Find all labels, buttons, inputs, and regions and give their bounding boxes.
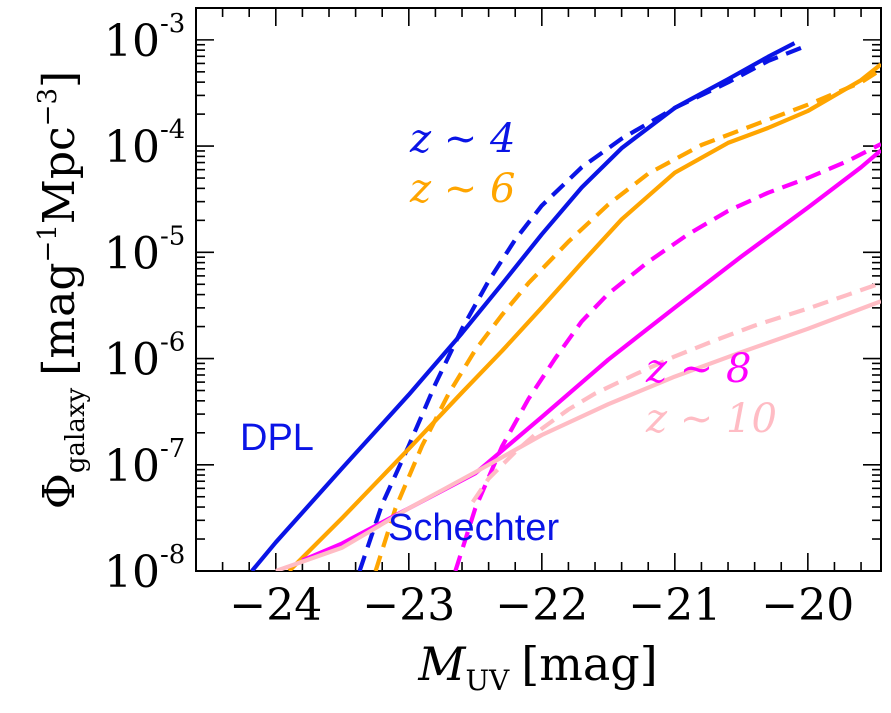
series-line-z-4-dpl: [250, 41, 796, 571]
axis-ticks: [195, 8, 881, 572]
series-line-z-6-dpl: [287, 62, 881, 571]
y-tick-label: 10-7: [104, 434, 185, 492]
y-axis-unit-prefix: [mag: [34, 263, 85, 376]
y-tick-label: 10-5: [104, 221, 185, 279]
x-tick-label: −22: [495, 580, 588, 631]
x-tick-label: −20: [761, 580, 854, 631]
y-tick-label: 10-8: [104, 540, 185, 598]
x-axis-subscript: UV: [465, 664, 510, 697]
series-line-z-4-schechter: [357, 43, 809, 571]
y-axis-symbol: Φ: [34, 473, 85, 509]
series-line-z-10-schechter: [470, 281, 881, 504]
x-axis-title: MUV [mag]: [417, 637, 657, 697]
y-axis-subscript: galaxy: [61, 387, 91, 473]
y-axis-title: Φgalaxy [mag−1Mpc−3]: [33, 71, 91, 509]
series-line-z-8-dpl: [301, 148, 881, 563]
annotation-z4: z ~ 4: [409, 116, 515, 162]
y-axis-unit-mid: Mpc: [34, 126, 85, 224]
x-tick-label: −24: [229, 580, 322, 631]
x-tick-label: −23: [362, 580, 455, 631]
annotation-schechter: Schechter: [388, 507, 559, 549]
x-axis-unit: [mag]: [521, 637, 657, 691]
series-line-z-6-schechter: [373, 67, 881, 571]
x-tick-label: −21: [628, 580, 721, 631]
y-axis-unit-exp2: −3: [33, 88, 63, 126]
y-tick-label: 10-4: [104, 115, 185, 173]
y-tick-label: 10-3: [104, 9, 185, 67]
annotation-dpl: DPL: [240, 417, 314, 459]
tick-labels: −24 −23 −22 −21 −20 10-8 10-7 10-6 10-5 10-4 10-3: [104, 9, 854, 631]
plot-frame: [195, 7, 882, 572]
y-tick-label: 10-6: [104, 328, 185, 386]
annotation-z8: z ~ 8: [645, 346, 751, 392]
annotation-z10: z ~ 10: [645, 396, 777, 442]
series-layer: [250, 41, 881, 571]
annotation-z6: z ~ 6: [409, 166, 515, 212]
y-axis-unit-exp1: −1: [33, 224, 63, 262]
x-axis-symbol: M: [417, 637, 467, 691]
y-axis-unit-suffix: ]: [34, 71, 85, 88]
series-line-z-10-dpl: [275, 299, 881, 571]
